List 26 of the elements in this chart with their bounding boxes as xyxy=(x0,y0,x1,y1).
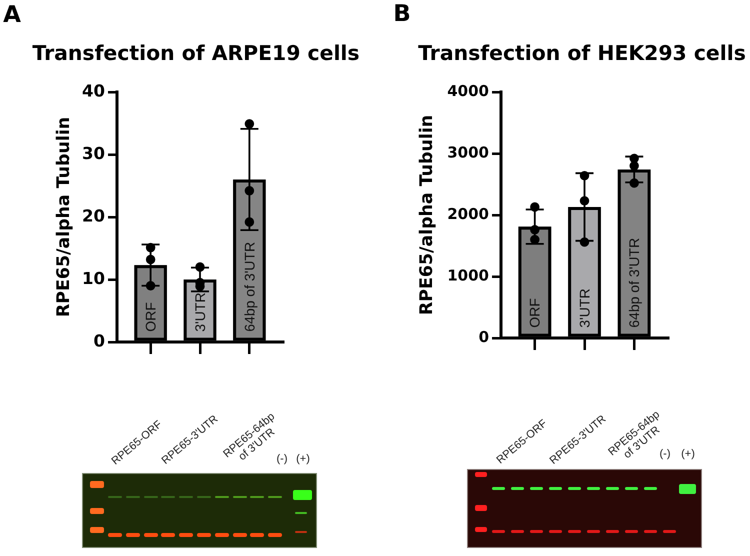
chart-title: Transfection of ARPE19 cells xyxy=(32,41,360,65)
y-tick-label: 1000 xyxy=(447,266,489,284)
y-tick-label: 0 xyxy=(478,328,489,346)
y-tick-label: 20 xyxy=(82,206,105,226)
x-tick-label: 3'UTR xyxy=(192,292,208,332)
chart-title: Transfection of HEK293 cells xyxy=(418,41,746,65)
x-tick-label: ORF xyxy=(526,298,543,328)
text: (-) xyxy=(660,448,670,460)
y-tick-label: 3000 xyxy=(447,143,489,162)
text: (-) xyxy=(276,453,288,465)
x-tick-label: ORF xyxy=(142,302,158,332)
text: A xyxy=(3,2,21,28)
y-tick-label: 40 xyxy=(82,81,105,100)
y-axis-title: RPE65/alpha Tubulin xyxy=(54,116,74,318)
y-tick-label: 30 xyxy=(82,144,105,163)
x-tick-label: 3'UTR xyxy=(576,288,592,328)
y-tick-label: 10 xyxy=(82,268,105,288)
y-tick-label: 4000 xyxy=(447,82,489,100)
text: (+) xyxy=(296,453,310,465)
x-tick-label: 64bp of 3'UTR xyxy=(626,238,642,328)
y-axis-title: RPE65/alpha Tubulin xyxy=(416,114,437,316)
y-tick-label: 2000 xyxy=(447,204,489,223)
x-tick-label: 64bp of 3'UTR xyxy=(241,242,258,332)
text: (+) xyxy=(681,448,695,460)
y-tick-label: 0 xyxy=(94,331,105,350)
text: B xyxy=(393,1,411,27)
